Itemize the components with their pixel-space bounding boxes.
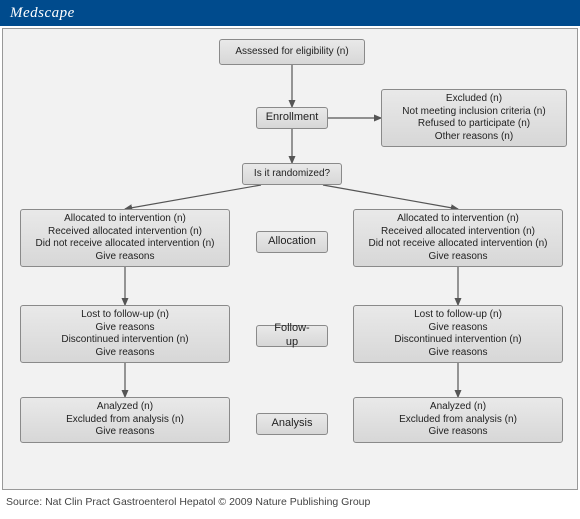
node-follow_right: Lost to follow-up (n) Give reasons Disco… xyxy=(353,305,563,363)
brand-text: Medscape xyxy=(10,5,75,22)
node-analysis_right: Analyzed (n) Excluded from analysis (n) … xyxy=(353,397,563,443)
edge-randomized-alloc_right xyxy=(323,185,458,209)
node-enrollment: Enrollment xyxy=(256,107,328,129)
node-alloc_phase: Allocation xyxy=(256,231,328,253)
source-text: Source: Nat Clin Pract Gastroenterol Hep… xyxy=(6,496,370,508)
node-alloc_left: Allocated to intervention (n) Received a… xyxy=(20,209,230,267)
node-excluded: Excluded (n) Not meeting inclusion crite… xyxy=(381,89,567,147)
node-alloc_right: Allocated to intervention (n) Received a… xyxy=(353,209,563,267)
flowchart-canvas: Assessed for eligibility (n) Enrollment Ex… xyxy=(2,28,578,490)
node-randomized: Is it randomized? xyxy=(242,163,342,185)
brand-header: Medscape xyxy=(0,0,580,26)
node-analysis_phase: Analysis xyxy=(256,413,328,435)
node-follow_left: Lost to follow-up (n) Give reasons Disco… xyxy=(20,305,230,363)
node-eligibility: Assessed for eligibility (n) xyxy=(219,39,365,65)
edge-randomized-alloc_left xyxy=(125,185,261,209)
node-follow_phase: Follow-up xyxy=(256,325,328,347)
node-analysis_left: Analyzed (n) Excluded from analysis (n) … xyxy=(20,397,230,443)
source-footer: Source: Nat Clin Pract Gastroenterol Hep… xyxy=(0,492,580,508)
